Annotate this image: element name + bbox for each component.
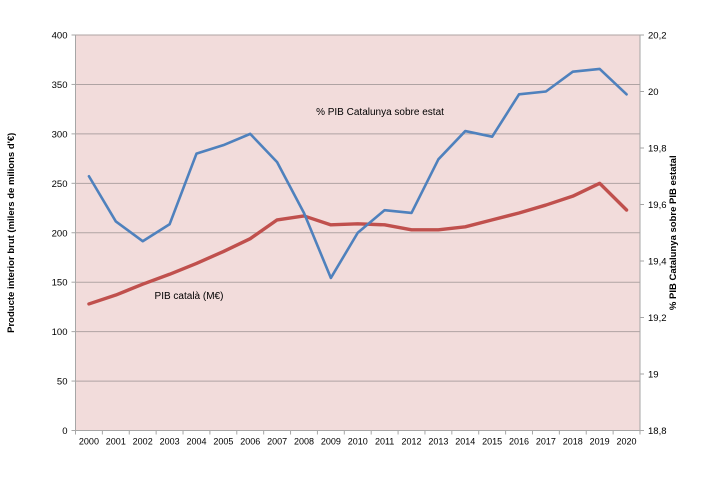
x-axis-year-label: 2000	[79, 437, 99, 447]
left-axis-tick-label: 200	[52, 228, 68, 239]
left-axis-tick-label: 150	[52, 278, 68, 289]
right-axis-tick-label: 19,6	[648, 200, 667, 211]
series-line-pct-pib-catalunya	[87, 67, 628, 280]
left-axis-tick-label: 0	[62, 426, 67, 437]
x-axis-year-label: 2014	[455, 437, 475, 447]
x-axis-year-label: 2004	[186, 437, 206, 447]
x-axis-year-label: 2011	[375, 437, 394, 447]
series-annotation: PIB català (M€)	[155, 291, 224, 302]
right-axis-tick-label: 20,2	[648, 31, 667, 42]
x-axis-year-label: 2018	[563, 437, 583, 447]
x-axis-year-label: 2017	[536, 437, 556, 447]
right-axis-tick-label: 19,4	[648, 257, 667, 268]
x-axis-year-label: 2013	[428, 437, 448, 447]
left-axis-tick-label: 50	[57, 377, 68, 388]
x-axis-year-label: 2010	[348, 437, 368, 447]
left-axis-tick-label: 250	[52, 179, 68, 190]
x-axis-year-label: 2016	[509, 437, 529, 447]
x-axis-year-label: 2001	[106, 437, 126, 447]
x-axis-year-label: 2019	[590, 437, 610, 447]
x-axis-year-label: 2020	[617, 437, 637, 447]
left-axis-tick-label: 300	[52, 129, 68, 140]
left-axis-tick-label: 100	[52, 327, 68, 338]
right-axis-tick-label: 20	[648, 87, 659, 98]
x-axis-year-label: 2002	[133, 437, 153, 447]
x-axis-year-label: 2008	[294, 437, 314, 447]
right-axis-tick-label: 19	[648, 370, 659, 381]
x-axis-year-label: 2007	[267, 437, 287, 447]
right-axis-title: % PIB Catalunya sobre PIB estatal	[668, 155, 679, 310]
left-axis-tick-label: 400	[52, 31, 68, 42]
right-axis-tick-label: 18,8	[648, 426, 667, 437]
x-axis-year-label: 2009	[321, 437, 341, 447]
x-axis-year-label: 2003	[160, 437, 180, 447]
x-axis-year-label: 2015	[482, 437, 502, 447]
left-axis-title: Producte interior brut (milers de milion…	[6, 133, 17, 333]
x-axis-year-label: 2005	[213, 437, 233, 447]
series-annotation: % PIB Catalunya sobre estat	[316, 107, 444, 118]
left-axis-tick-label: 350	[52, 80, 68, 91]
series-line-pib-catala	[87, 181, 629, 306]
right-axis-tick-label: 19,8	[648, 144, 667, 155]
x-axis-year-label: 2006	[240, 437, 260, 447]
right-axis-tick-label: 19,2	[648, 313, 667, 324]
x-axis-year-label: 2012	[401, 437, 421, 447]
